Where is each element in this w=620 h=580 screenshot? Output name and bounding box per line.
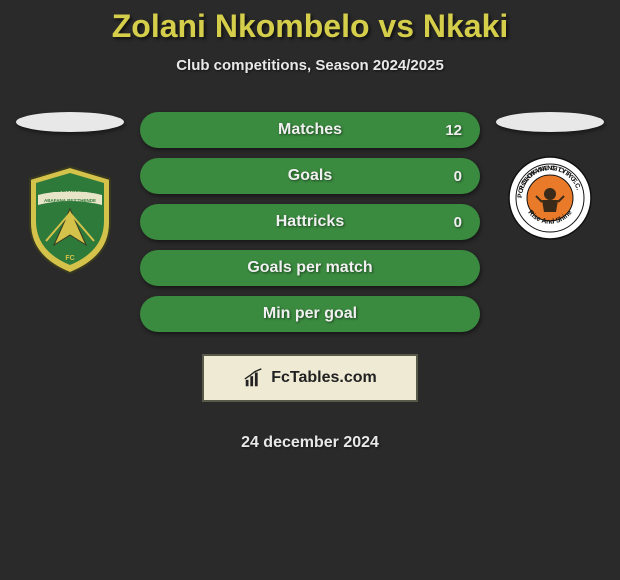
stat-right-value: 0: [454, 168, 462, 185]
svg-text:GOLDEN ARROWS: GOLDEN ARROWS: [47, 188, 93, 194]
stat-row-hattricks: Hattricks 0: [140, 204, 480, 240]
main-row: LAMONTVILLE GOLDEN ARROWS ABAFANA BES'TH…: [0, 112, 620, 452]
stat-row-matches: Matches 12: [140, 112, 480, 148]
comparison-card: Zolani Nkombelo vs Nkaki Club competitio…: [0, 0, 620, 452]
stat-label: Hattricks: [276, 213, 344, 231]
circle-badge-icon: POLOKWANE CITY F.C. POLOKWANE CITY F.C. …: [508, 156, 592, 240]
stat-row-goals: Goals 0: [140, 158, 480, 194]
left-column: LAMONTVILLE GOLDEN ARROWS ABAFANA BES'TH…: [10, 112, 130, 278]
subtitle: Club competitions, Season 2024/2025: [0, 57, 620, 74]
stat-label: Matches: [278, 121, 342, 139]
stat-row-min-per-goal: Min per goal: [140, 296, 480, 332]
stat-label: Min per goal: [263, 305, 357, 323]
svg-text:ABAFANA BES'THENDE: ABAFANA BES'THENDE: [44, 198, 96, 203]
left-oval: [16, 112, 124, 132]
svg-text:LAMONTVILLE: LAMONTVILLE: [52, 181, 88, 187]
stat-right-value: 0: [454, 214, 462, 231]
stat-right-value: 12: [445, 122, 462, 139]
chart-icon: [243, 367, 265, 389]
page-title: Zolani Nkombelo vs Nkaki: [0, 8, 620, 45]
stat-label: Goals: [288, 167, 332, 185]
brand-box[interactable]: FcTables.com: [202, 354, 418, 402]
left-club-badge: LAMONTVILLE GOLDEN ARROWS ABAFANA BES'TH…: [20, 162, 120, 278]
right-column: POLOKWANE CITY F.C. POLOKWANE CITY F.C. …: [490, 112, 610, 240]
right-oval: [496, 112, 604, 132]
date-text: 24 december 2024: [241, 434, 379, 452]
svg-text:FC: FC: [65, 255, 74, 262]
right-club-badge: POLOKWANE CITY F.C. POLOKWANE CITY F.C. …: [500, 156, 600, 240]
brand-label: FcTables.com: [271, 369, 377, 387]
shield-icon: LAMONTVILLE GOLDEN ARROWS ABAFANA BES'TH…: [24, 165, 116, 275]
stat-label: Goals per match: [247, 259, 372, 277]
stats-column: Matches 12 Goals 0 Hattricks 0 Goals per…: [140, 112, 480, 452]
stat-row-goals-per-match: Goals per match: [140, 250, 480, 286]
